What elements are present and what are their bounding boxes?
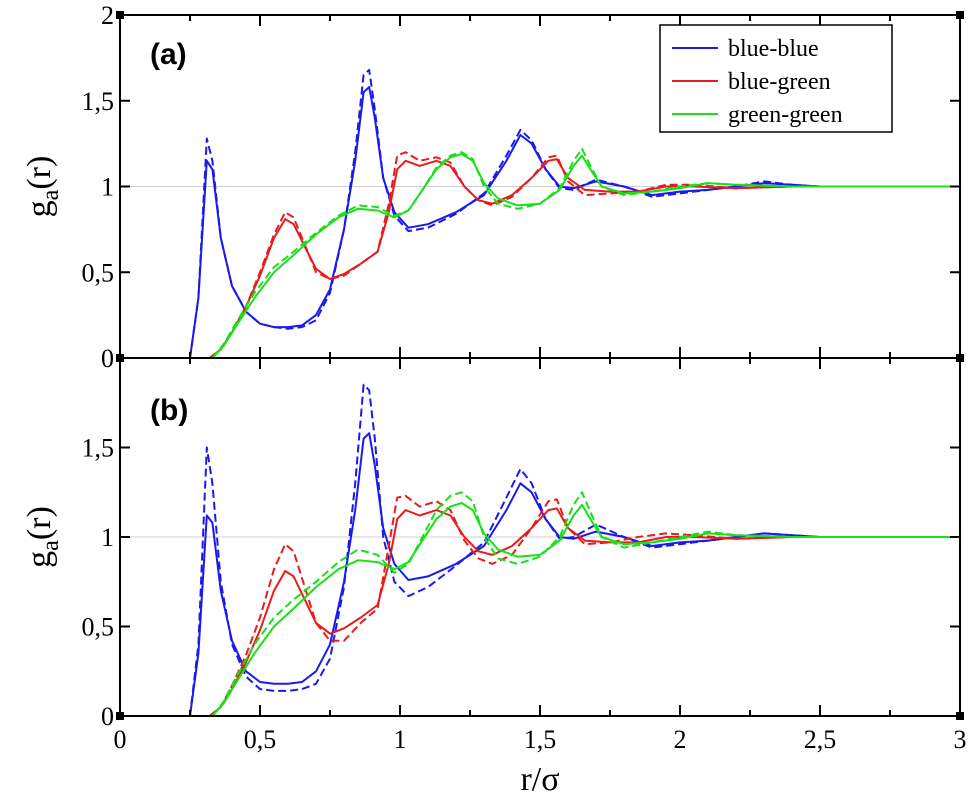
- series-line-blue-green-dashed: [208, 151, 960, 359]
- legend-label-green-green: green-green: [728, 102, 843, 128]
- y-tick-label: 1: [101, 523, 114, 552]
- x-tick-label: 2,5: [804, 725, 837, 754]
- series-line-green-green-solid: [211, 502, 960, 717]
- y-tick-label: 0: [101, 702, 114, 731]
- corner-marker: [116, 354, 124, 362]
- series-line-blue-green-solid: [208, 158, 960, 359]
- x-tick-label: 0,5: [244, 725, 277, 754]
- legend-label-blue-green: blue-green: [728, 69, 831, 95]
- y-axis-label: ga(r): [21, 156, 64, 218]
- y-tick-label: 0,5: [82, 613, 115, 642]
- series-line-blue-blue-dashed: [189, 383, 960, 717]
- corner-marker: [956, 354, 964, 362]
- y-tick-label: 2: [101, 1, 114, 30]
- x-tick-label: 3: [954, 725, 967, 754]
- x-axis-label: r/σ: [520, 761, 559, 798]
- panel-label: (b): [150, 394, 188, 427]
- legend: blue-blue blue-green green-green: [659, 24, 893, 133]
- y-tick-label: 1: [101, 173, 114, 202]
- panel-label: (a): [150, 38, 187, 71]
- series-line-blue-green-solid: [208, 507, 960, 717]
- x-tick-label: 0: [114, 725, 127, 754]
- series-line-green-green-dashed: [211, 491, 960, 717]
- y-tick-label: 0,5: [82, 258, 115, 287]
- corner-marker: [116, 11, 124, 19]
- corner-marker: [956, 11, 964, 19]
- y-axis-label: ga(r): [21, 506, 64, 568]
- x-tick-label: 2: [674, 725, 687, 754]
- x-tick-label: 1: [394, 725, 407, 754]
- corner-marker: [956, 712, 964, 720]
- y-tick-label: 1,5: [82, 434, 115, 463]
- x-tick-label: 1,5: [524, 725, 557, 754]
- series-line-blue-green-dashed: [208, 494, 960, 717]
- series-line-green-green-dashed: [211, 147, 960, 359]
- legend-label-blue-blue: blue-blue: [728, 36, 819, 62]
- y-tick-label: 1,5: [82, 87, 115, 116]
- corner-marker: [116, 712, 124, 720]
- series-line-blue-blue-dashed: [189, 68, 960, 359]
- panel-b: 0 0,5 1 1,5 0 0,5 1 1,5 2 2,5 3 r/σ ga(r) (b): [21, 354, 967, 798]
- panel-a: 0 0,5 1 1,5 2 ga(r) (a) blue-blue blue-green gree…: [21, 1, 964, 373]
- series-line-blue-blue-solid: [189, 432, 960, 717]
- y-tick-label: 0: [101, 344, 114, 373]
